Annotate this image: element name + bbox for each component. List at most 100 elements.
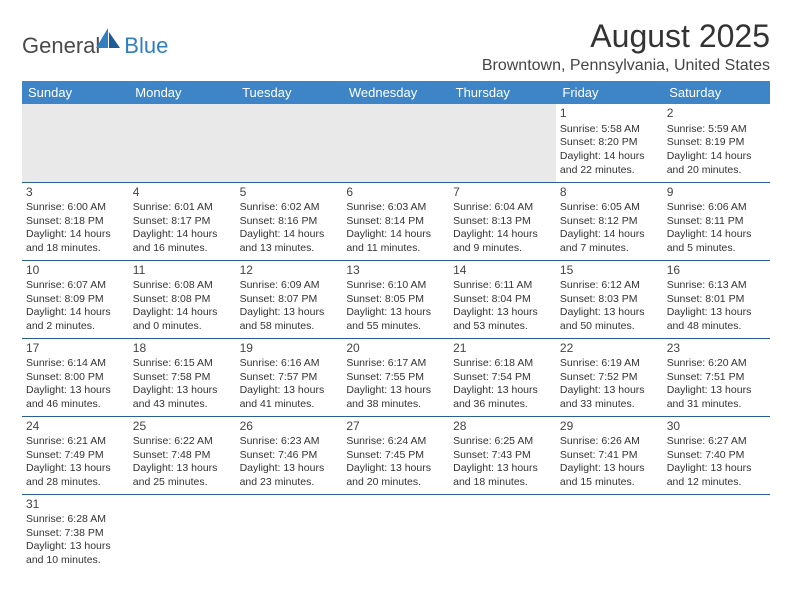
calendar-cell: 3Sunrise: 6:00 AMSunset: 8:18 PMDaylight…	[22, 182, 129, 260]
calendar-cell	[22, 104, 129, 182]
calendar-cell: 25Sunrise: 6:22 AMSunset: 7:48 PMDayligh…	[129, 416, 236, 494]
sunrise-text: Sunrise: 6:20 AM	[667, 357, 766, 371]
daylight-text: Daylight: 13 hours and 31 minutes.	[667, 384, 766, 411]
col-sunday: Sunday	[22, 81, 129, 104]
daylight-text: Daylight: 14 hours and 9 minutes.	[453, 228, 552, 255]
sunset-text: Sunset: 8:07 PM	[240, 293, 339, 307]
daylight-text: Daylight: 13 hours and 25 minutes.	[133, 462, 232, 489]
day-number: 10	[26, 263, 125, 279]
calendar-cell	[129, 104, 236, 182]
calendar-row: 31Sunrise: 6:28 AMSunset: 7:38 PMDayligh…	[22, 494, 770, 572]
logo-text-2: Blue	[124, 33, 168, 59]
sunset-text: Sunset: 7:57 PM	[240, 371, 339, 385]
calendar-cell	[129, 494, 236, 572]
daylight-text: Daylight: 13 hours and 15 minutes.	[560, 462, 659, 489]
calendar-cell	[556, 494, 663, 572]
day-number: 1	[560, 106, 659, 122]
sunrise-text: Sunrise: 6:28 AM	[26, 513, 125, 527]
day-number: 17	[26, 341, 125, 357]
sunset-text: Sunset: 8:20 PM	[560, 136, 659, 150]
sunset-text: Sunset: 7:49 PM	[26, 449, 125, 463]
calendar-cell: 2Sunrise: 5:59 AMSunset: 8:19 PMDaylight…	[663, 104, 770, 182]
daylight-text: Daylight: 14 hours and 18 minutes.	[26, 228, 125, 255]
calendar-row: 10Sunrise: 6:07 AMSunset: 8:09 PMDayligh…	[22, 260, 770, 338]
calendar-cell: 14Sunrise: 6:11 AMSunset: 8:04 PMDayligh…	[449, 260, 556, 338]
calendar-cell: 23Sunrise: 6:20 AMSunset: 7:51 PMDayligh…	[663, 338, 770, 416]
day-number: 6	[346, 185, 445, 201]
sunrise-text: Sunrise: 6:26 AM	[560, 435, 659, 449]
daylight-text: Daylight: 14 hours and 2 minutes.	[26, 306, 125, 333]
sunset-text: Sunset: 8:08 PM	[133, 293, 232, 307]
calendar-cell: 5Sunrise: 6:02 AMSunset: 8:16 PMDaylight…	[236, 182, 343, 260]
sunset-text: Sunset: 7:43 PM	[453, 449, 552, 463]
daylight-text: Daylight: 13 hours and 43 minutes.	[133, 384, 232, 411]
calendar-cell	[449, 494, 556, 572]
sunrise-text: Sunrise: 6:27 AM	[667, 435, 766, 449]
daylight-text: Daylight: 14 hours and 22 minutes.	[560, 150, 659, 177]
sunrise-text: Sunrise: 6:15 AM	[133, 357, 232, 371]
daylight-text: Daylight: 13 hours and 10 minutes.	[26, 540, 125, 567]
calendar-cell: 24Sunrise: 6:21 AMSunset: 7:49 PMDayligh…	[22, 416, 129, 494]
sunrise-text: Sunrise: 6:01 AM	[133, 201, 232, 215]
logo: General Blue	[22, 18, 168, 63]
col-tuesday: Tuesday	[236, 81, 343, 104]
calendar-row: 1Sunrise: 5:58 AMSunset: 8:20 PMDaylight…	[22, 104, 770, 182]
sunset-text: Sunset: 7:54 PM	[453, 371, 552, 385]
day-number: 5	[240, 185, 339, 201]
sunset-text: Sunset: 8:17 PM	[133, 215, 232, 229]
day-number: 27	[346, 419, 445, 435]
calendar-cell: 29Sunrise: 6:26 AMSunset: 7:41 PMDayligh…	[556, 416, 663, 494]
sunset-text: Sunset: 8:14 PM	[346, 215, 445, 229]
daylight-text: Daylight: 14 hours and 11 minutes.	[346, 228, 445, 255]
logo-sail-icon	[96, 28, 122, 53]
calendar-cell: 13Sunrise: 6:10 AMSunset: 8:05 PMDayligh…	[342, 260, 449, 338]
month-title: August 2025	[482, 18, 770, 55]
daylight-text: Daylight: 13 hours and 36 minutes.	[453, 384, 552, 411]
daylight-text: Daylight: 13 hours and 58 minutes.	[240, 306, 339, 333]
sunset-text: Sunset: 7:48 PM	[133, 449, 232, 463]
calendar-row: 3Sunrise: 6:00 AMSunset: 8:18 PMDaylight…	[22, 182, 770, 260]
day-number: 25	[133, 419, 232, 435]
calendar-cell: 27Sunrise: 6:24 AMSunset: 7:45 PMDayligh…	[342, 416, 449, 494]
day-number: 21	[453, 341, 552, 357]
sunrise-text: Sunrise: 6:18 AM	[453, 357, 552, 371]
sunset-text: Sunset: 8:05 PM	[346, 293, 445, 307]
calendar-cell: 19Sunrise: 6:16 AMSunset: 7:57 PMDayligh…	[236, 338, 343, 416]
daylight-text: Daylight: 13 hours and 53 minutes.	[453, 306, 552, 333]
sunrise-text: Sunrise: 6:11 AM	[453, 279, 552, 293]
sunrise-text: Sunrise: 6:08 AM	[133, 279, 232, 293]
calendar-row: 17Sunrise: 6:14 AMSunset: 8:00 PMDayligh…	[22, 338, 770, 416]
sunset-text: Sunset: 8:18 PM	[26, 215, 125, 229]
daylight-text: Daylight: 14 hours and 5 minutes.	[667, 228, 766, 255]
calendar-cell: 12Sunrise: 6:09 AMSunset: 8:07 PMDayligh…	[236, 260, 343, 338]
calendar-cell: 10Sunrise: 6:07 AMSunset: 8:09 PMDayligh…	[22, 260, 129, 338]
col-wednesday: Wednesday	[342, 81, 449, 104]
daylight-text: Daylight: 14 hours and 16 minutes.	[133, 228, 232, 255]
calendar-cell	[236, 104, 343, 182]
daylight-text: Daylight: 13 hours and 33 minutes.	[560, 384, 659, 411]
col-saturday: Saturday	[663, 81, 770, 104]
calendar-cell: 22Sunrise: 6:19 AMSunset: 7:52 PMDayligh…	[556, 338, 663, 416]
sunrise-text: Sunrise: 6:13 AM	[667, 279, 766, 293]
sunrise-text: Sunrise: 6:03 AM	[346, 201, 445, 215]
day-number: 31	[26, 497, 125, 513]
day-number: 28	[453, 419, 552, 435]
calendar-cell: 18Sunrise: 6:15 AMSunset: 7:58 PMDayligh…	[129, 338, 236, 416]
daylight-text: Daylight: 14 hours and 0 minutes.	[133, 306, 232, 333]
calendar-cell: 1Sunrise: 5:58 AMSunset: 8:20 PMDaylight…	[556, 104, 663, 182]
day-number: 24	[26, 419, 125, 435]
day-number: 15	[560, 263, 659, 279]
day-number: 7	[453, 185, 552, 201]
daylight-text: Daylight: 13 hours and 23 minutes.	[240, 462, 339, 489]
day-number: 12	[240, 263, 339, 279]
sunrise-text: Sunrise: 6:02 AM	[240, 201, 339, 215]
day-number: 11	[133, 263, 232, 279]
daylight-text: Daylight: 13 hours and 38 minutes.	[346, 384, 445, 411]
sunset-text: Sunset: 7:52 PM	[560, 371, 659, 385]
day-number: 23	[667, 341, 766, 357]
calendar-cell: 9Sunrise: 6:06 AMSunset: 8:11 PMDaylight…	[663, 182, 770, 260]
day-number: 26	[240, 419, 339, 435]
calendar-cell: 30Sunrise: 6:27 AMSunset: 7:40 PMDayligh…	[663, 416, 770, 494]
calendar-row: 24Sunrise: 6:21 AMSunset: 7:49 PMDayligh…	[22, 416, 770, 494]
calendar-table: Sunday Monday Tuesday Wednesday Thursday…	[22, 81, 770, 572]
